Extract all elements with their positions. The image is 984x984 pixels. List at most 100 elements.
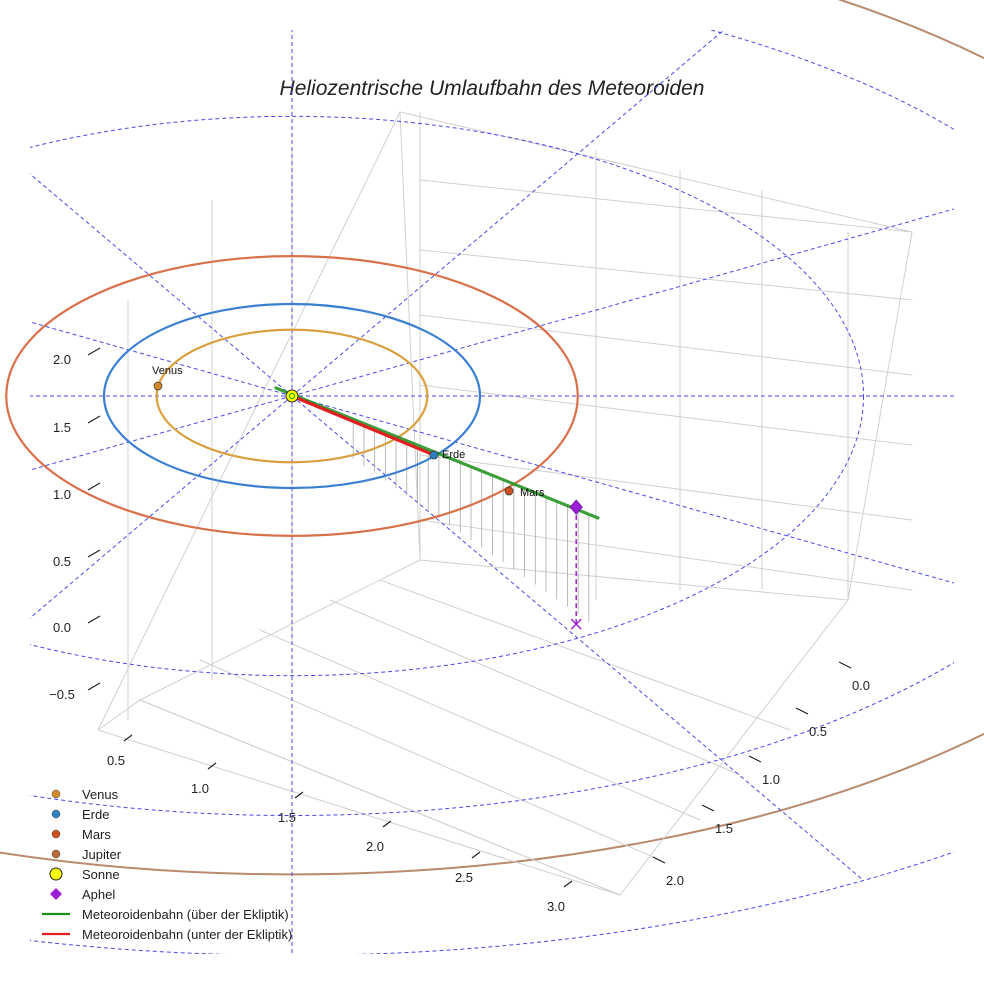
y-tick-label: 0.5: [809, 724, 827, 739]
planet-markers: Venus Erde Mars: [152, 365, 583, 630]
legend-swatch: [51, 789, 61, 799]
floor-line-4: [379, 579, 791, 731]
grid-hline-3: [419, 384, 913, 446]
z-tick-label: 1.0: [53, 487, 71, 502]
planet-label-mars: Mars: [520, 487, 545, 499]
legend-swatch: [51, 849, 61, 859]
earth-orbit: [102, 302, 482, 490]
legend-item: Erde: [51, 807, 109, 822]
sun-marker: [285, 389, 299, 403]
floor-line-2: [259, 629, 701, 821]
reference-radial-5: [30, 395, 293, 471]
legend-label: Meteoroidenbahn (unter der Ekliptik): [82, 927, 292, 942]
z-tick-label: 0.0: [53, 620, 71, 635]
z-tick-label: 1.5: [53, 420, 71, 435]
sun-center-ring: [289, 393, 295, 399]
grid-hline-0: [419, 179, 913, 233]
reference-grid: [30, 30, 954, 954]
grid-hline-4: [419, 454, 913, 521]
reference-radial-11: [291, 208, 954, 397]
legend-item: Meteoroidenbahn (unter der Ekliptik): [42, 927, 292, 942]
reference-radial-10: [291, 30, 725, 397]
axis-ticks: −0.5 0.0 0.5 1.0 1.5 2.0 0.5 1.0 1.5 2.0 2.5 3.0 0.0…: [49, 347, 870, 914]
floor-line-0: [139, 699, 621, 896]
reference-radial-8: [30, 173, 293, 397]
reference-circle-3: [30, 851, 954, 954]
x-tick-mark: [563, 880, 573, 888]
x-tick-label: 2.5: [455, 870, 473, 885]
y-tick-label: 1.5: [715, 821, 733, 836]
reference-circle-1: [30, 115, 864, 677]
reference-radial-1: [291, 395, 954, 584]
pane-edge-0: [97, 111, 913, 731]
x-tick-label: 1.5: [278, 810, 296, 825]
grid-hline-2: [419, 314, 913, 376]
z-tick-mark: [87, 615, 101, 624]
pane-edge-4: [139, 559, 421, 701]
z-tick-label: 2.0: [53, 352, 71, 367]
reference-circle-2: [30, 30, 954, 816]
x-tick-label: 3.0: [547, 899, 565, 914]
projection-drop-lines: [352, 420, 590, 622]
y-tick-label: 0.0: [852, 678, 870, 693]
planet-marker-erde: [429, 450, 439, 460]
x-tick-mark: [123, 734, 133, 742]
legend-label: Erde: [82, 807, 109, 822]
reference-radial-4: [30, 395, 293, 619]
mars-orbit: [5, 255, 579, 537]
aphel-marker: [569, 499, 583, 515]
reference-radial-7: [30, 321, 293, 397]
y-tick-mark: [652, 856, 666, 864]
y-tick-mark: [838, 661, 852, 669]
axis-panes: [97, 111, 913, 896]
y-tick-mark: [701, 804, 715, 812]
legend-label: Aphel: [82, 887, 115, 902]
planet-marker-venus: [153, 381, 163, 391]
y-tick-label: 1.0: [762, 772, 780, 787]
z-tick-mark: [87, 415, 101, 424]
z-tick-mark: [87, 482, 101, 491]
x-tick-label: 0.5: [107, 753, 125, 768]
legend: Venus Erde Mars Jupiter Sonne Aphel Meteoroide…: [42, 787, 292, 942]
z-tick-mark: [87, 682, 101, 691]
grid-hline-1: [419, 249, 913, 301]
legend-label: Mars: [82, 827, 111, 842]
y-tick-label: 2.0: [666, 873, 684, 888]
floor-line-1: [199, 659, 661, 861]
z-tick-mark: [87, 549, 101, 558]
x-tick-mark: [471, 851, 481, 859]
planet-marker-mars: [504, 486, 514, 496]
reference-radial-2: [291, 395, 864, 881]
planet-label-venus: Venus: [152, 365, 183, 377]
legend-label: Meteoroidenbahn (über der Ekliptik): [82, 907, 289, 922]
planet-orbits: [5, 255, 579, 537]
floor-line-3: [329, 599, 741, 776]
y-tick-mark: [795, 707, 809, 715]
legend-item: Mars: [51, 827, 111, 842]
x-tick-mark: [382, 820, 392, 828]
legend-label: Jupiter: [82, 847, 122, 862]
y-tick-mark: [748, 755, 762, 763]
pane-edge-1: [97, 599, 849, 896]
legend-label: Venus: [82, 787, 119, 802]
x-tick-mark: [294, 791, 304, 799]
x-tick-label: 2.0: [366, 839, 384, 854]
z-tick-mark: [87, 347, 101, 356]
planet-label-erde: Erde: [442, 449, 465, 461]
legend-swatch: [50, 888, 62, 900]
grid-hline-5: [419, 519, 913, 591]
legend-item: Aphel: [50, 887, 115, 902]
legend-item: Meteoroidenbahn (über der Ekliptik): [42, 907, 289, 922]
aphel-projection-x: [570, 618, 582, 630]
legend-swatch: [51, 809, 61, 819]
legend-item: Venus: [51, 787, 119, 802]
legend-item: Jupiter: [51, 847, 122, 862]
path-below-ecliptic: [290, 394, 434, 456]
z-tick-label: −0.5: [49, 687, 75, 702]
legend-swatch: [49, 867, 63, 881]
z-tick-label: 0.5: [53, 554, 71, 569]
x-tick-label: 1.0: [191, 781, 209, 796]
legend-swatch: [51, 829, 61, 839]
